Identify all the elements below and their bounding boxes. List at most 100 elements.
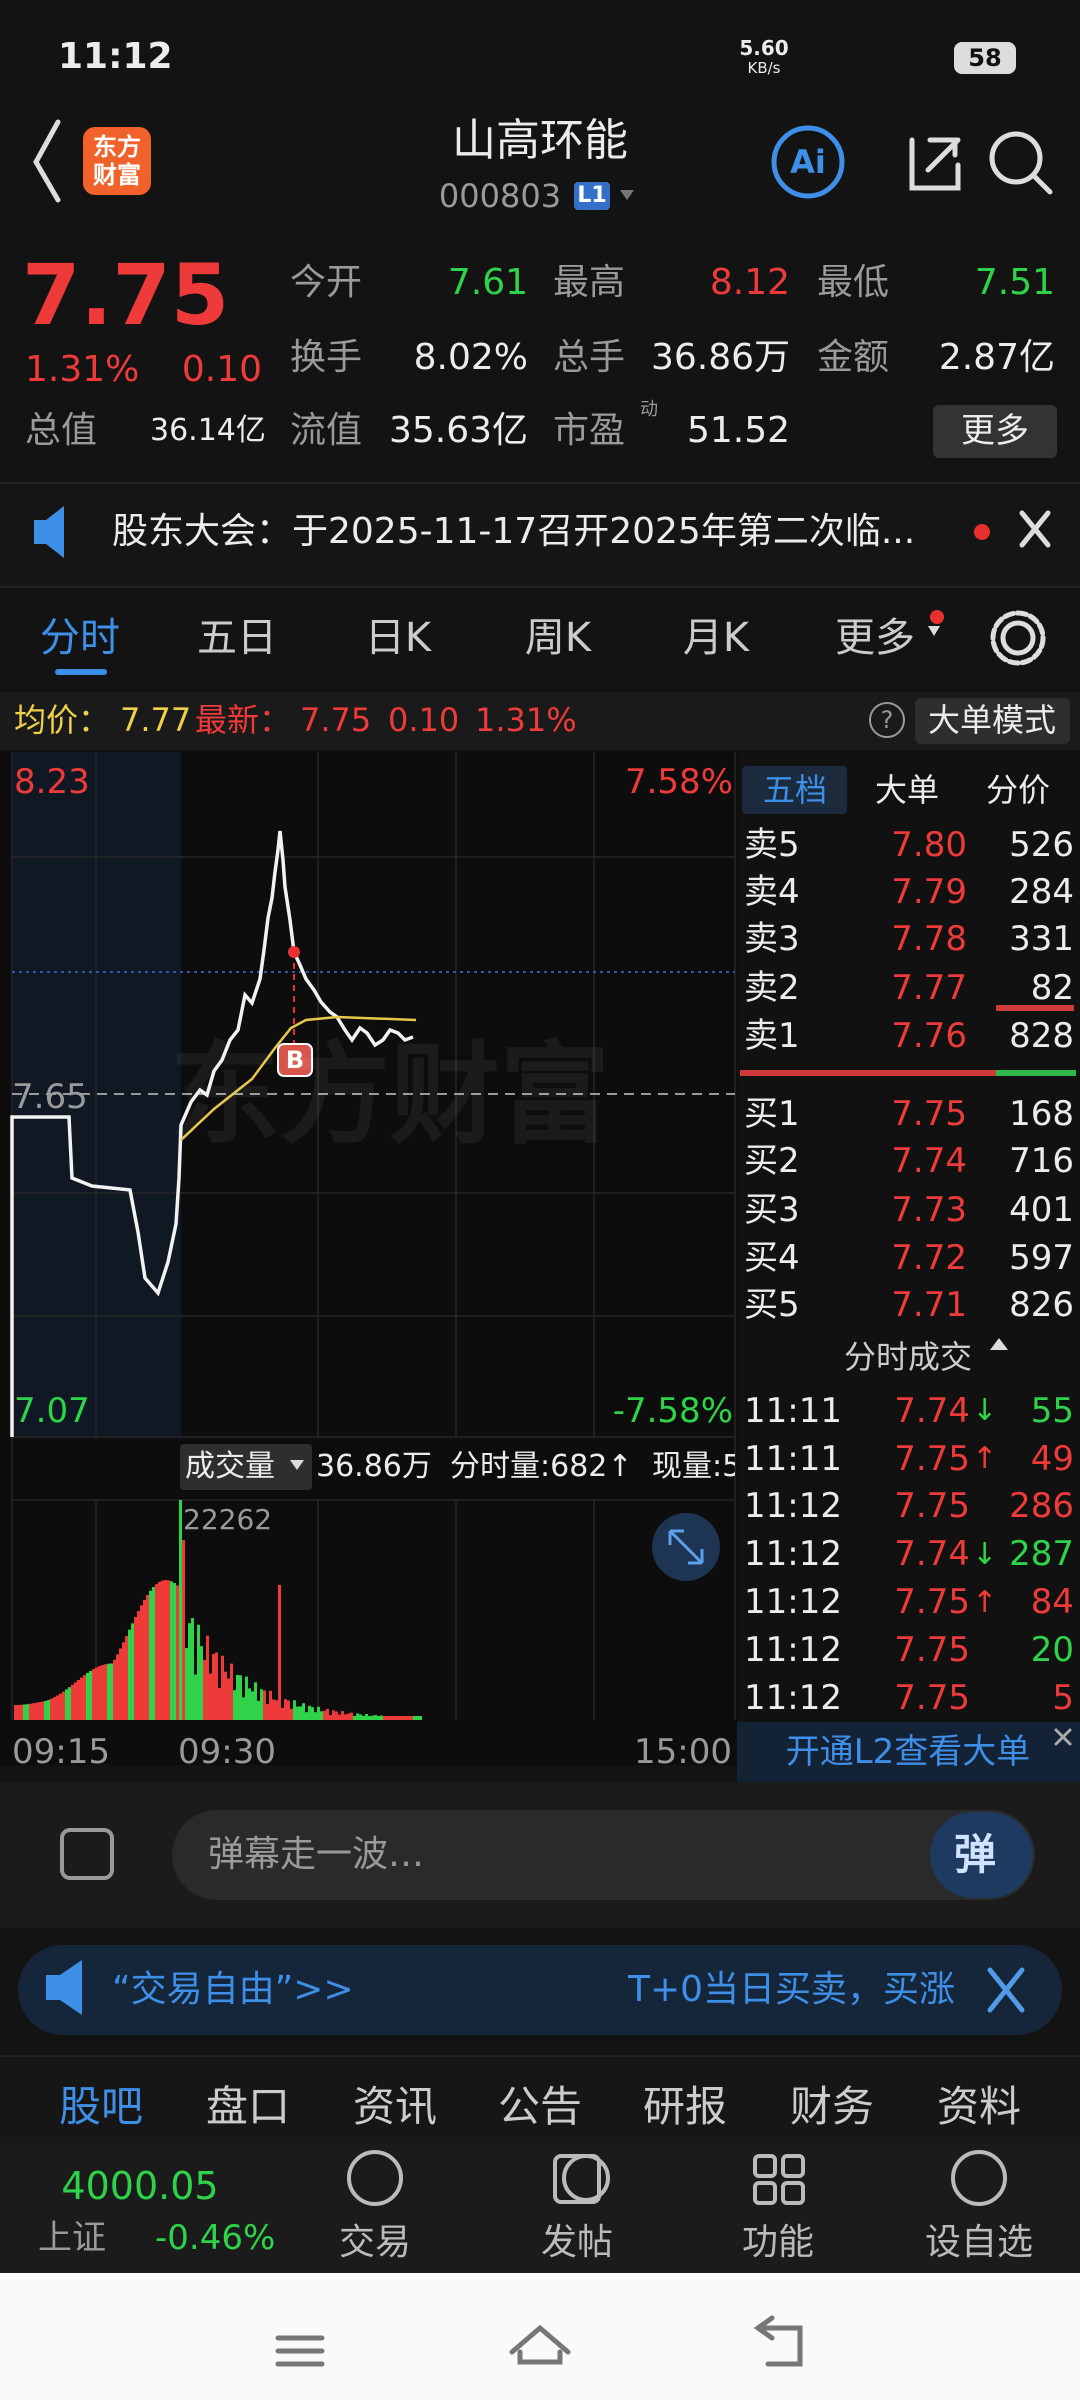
bottom-tab[interactable]: 研报 xyxy=(642,2081,728,2131)
book-tab[interactable]: 大单 xyxy=(874,770,940,809)
volume-bar xyxy=(65,1689,68,1720)
volume-bar xyxy=(374,1715,377,1720)
volume-bar xyxy=(182,1540,185,1720)
bottom-tab[interactable]: 股吧 xyxy=(58,2081,144,2131)
field-label: 最低 xyxy=(817,262,890,304)
volume-bar xyxy=(260,1689,263,1720)
dropdown[interactable] xyxy=(620,190,634,200)
chart-tab[interactable]: 更多 xyxy=(835,615,915,661)
volume-bar xyxy=(23,1704,26,1720)
back-key[interactable] xyxy=(753,2315,803,2367)
volume-bar xyxy=(149,1590,152,1720)
book-volume: 526 xyxy=(1009,824,1074,865)
bottom-tab[interactable]: 财务 xyxy=(789,2081,875,2131)
volume-bar xyxy=(164,1580,167,1720)
clock: 11:12 xyxy=(58,36,173,78)
volume-bar xyxy=(323,1710,326,1720)
comment-placeholder[interactable]: 弹幕走一波… xyxy=(208,1834,425,1876)
trade-time: 11:11 xyxy=(744,1438,842,1479)
trade-dir: ↓ xyxy=(972,1536,998,1572)
nav-label[interactable]: 功能 xyxy=(741,2222,815,2264)
buy-marker-label: B xyxy=(285,1045,305,1074)
buy-point xyxy=(288,946,300,958)
share-icon[interactable] xyxy=(909,137,961,191)
volume-bar xyxy=(158,1581,161,1720)
banner-left[interactable]: “交易自由”>> xyxy=(112,1969,354,2011)
close-banner[interactable] xyxy=(987,1967,1025,2013)
ai-label[interactable]: Ai xyxy=(790,142,826,181)
field-label: 流值 xyxy=(290,410,363,452)
bottom-tab[interactable]: 盘口 xyxy=(205,2081,291,2131)
chart-grid xyxy=(11,752,736,1720)
buy-marker[interactable] xyxy=(277,1043,313,1077)
bottom-tab[interactable]: 公告 xyxy=(497,2081,583,2131)
banner[interactable] xyxy=(18,1945,1062,2035)
l2-link[interactable]: 开通L2查看大单 xyxy=(785,1731,1031,1772)
book-tab[interactable]: 五档 xyxy=(762,770,828,809)
volume-bar xyxy=(389,1715,392,1720)
field-label: 今开 xyxy=(290,262,363,304)
search-icon[interactable] xyxy=(989,131,1043,185)
bottom-tab[interactable]: 资讯 xyxy=(352,2081,438,2131)
danmu-label[interactable]: 弹 xyxy=(953,1829,997,1879)
nav-label[interactable]: 交易 xyxy=(338,2222,412,2264)
stock-name: 山高环能 xyxy=(452,114,628,166)
volume-bar xyxy=(332,1710,335,1720)
comment-icon[interactable] xyxy=(60,1828,114,1880)
nav-label[interactable]: 设自选 xyxy=(924,2222,1034,2264)
volume-bar xyxy=(155,1584,158,1720)
chart-tab[interactable]: 月K xyxy=(682,615,750,661)
index-value[interactable]: 4000.05 xyxy=(61,2164,219,2209)
comment-input[interactable] xyxy=(172,1810,1035,1900)
volume-bar xyxy=(296,1706,299,1720)
settings-icon[interactable] xyxy=(1000,620,1036,656)
volume-bar xyxy=(86,1672,89,1720)
nav-label[interactable]: 发帖 xyxy=(540,2222,614,2264)
back-icon[interactable] xyxy=(33,119,61,203)
volume-label[interactable]: 成交量 xyxy=(185,1449,275,1484)
help-icon[interactable] xyxy=(869,702,905,738)
mode[interactable]: 大单模式 xyxy=(927,700,1057,739)
high-label: 8.23 xyxy=(14,761,90,802)
close-notice[interactable] xyxy=(1019,510,1051,548)
banner-right: T+0当日买卖，买涨 xyxy=(628,1969,956,2011)
trade-dir: ↑ xyxy=(972,1440,998,1476)
mode-button[interactable] xyxy=(915,698,1070,744)
danmu-button[interactable] xyxy=(930,1812,1033,1898)
high-pct-label: 7.58% xyxy=(624,761,733,802)
chart-tab[interactable]: 分时 xyxy=(40,615,120,661)
volume-bar xyxy=(26,1704,29,1720)
book-tab[interactable]: 分价 xyxy=(985,770,1051,809)
volume-bar xyxy=(293,1700,296,1720)
trade-time: 11:12 xyxy=(744,1534,842,1575)
chart-tab[interactable]: 周K xyxy=(524,615,592,661)
book-label: 买2 xyxy=(744,1140,800,1181)
volume-bar xyxy=(311,1707,314,1720)
volume-bar xyxy=(134,1617,137,1720)
volume-bar xyxy=(353,1716,356,1720)
chart-tab[interactable]: 日K xyxy=(364,615,432,661)
volume-bar xyxy=(161,1580,164,1720)
nav-icon[interactable] xyxy=(562,2154,610,2202)
ai-button[interactable] xyxy=(771,125,845,199)
home-key[interactable] xyxy=(509,2324,571,2365)
volume-label-box[interactable] xyxy=(180,1444,312,1490)
volume-bar xyxy=(359,1714,362,1720)
help[interactable]: ? xyxy=(880,705,894,734)
notice-text[interactable]: 股东大会：于2025-11-17召开2025年第二次临... xyxy=(112,511,916,553)
l2-bar[interactable] xyxy=(737,1722,1080,1782)
volume-bar xyxy=(92,1669,95,1720)
volume-bar xyxy=(56,1695,59,1720)
book-volume: 168 xyxy=(1009,1093,1074,1134)
volume-bar xyxy=(140,1605,143,1720)
pe-superscript: 动 xyxy=(640,399,658,421)
more-button[interactable] xyxy=(933,405,1057,458)
menu-key[interactable] xyxy=(275,2335,325,2367)
more-button[interactable]: 更多 xyxy=(961,410,1029,451)
bottom-tab[interactable]: 资料 xyxy=(936,2081,1022,2131)
volume-bar xyxy=(38,1702,41,1720)
field-label: 市盈 xyxy=(553,410,626,452)
volume-bars xyxy=(14,1500,422,1720)
notice-bar[interactable] xyxy=(0,482,1080,588)
chart-tab[interactable]: 五日 xyxy=(197,615,277,661)
